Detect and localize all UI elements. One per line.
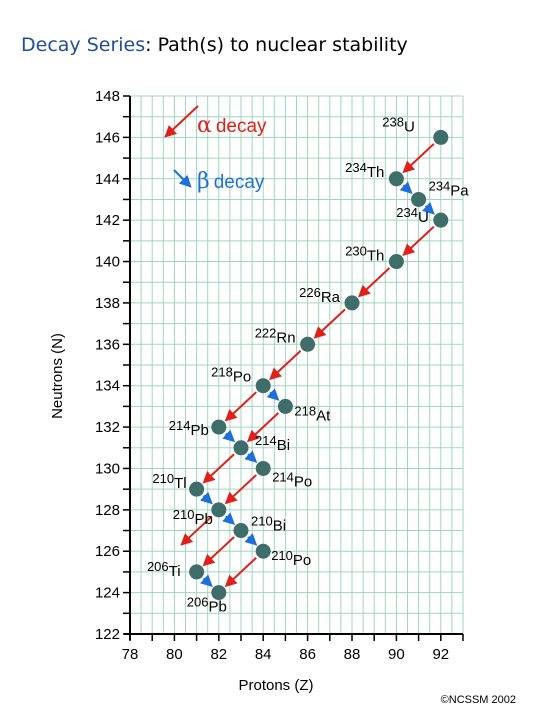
y-tick-label: 146: [95, 129, 120, 146]
beta-decay-arrow: [422, 202, 435, 215]
nuclide-label: 210Bi: [251, 514, 286, 535]
y-tick-label: 136: [95, 336, 120, 353]
nuclide-point: [211, 585, 227, 601]
y-tick-label: 128: [95, 502, 120, 519]
y-tick-label: 148: [95, 88, 120, 105]
y-tick-label: 140: [95, 254, 120, 271]
y-tick-label: 130: [95, 460, 120, 477]
beta-decay-arrow: [222, 512, 236, 526]
nuclide-label: 234Pa: [429, 178, 470, 199]
x-tick-label: 90: [388, 646, 405, 663]
y-tick-label: 134: [95, 378, 120, 395]
alpha-decay-arrow: [224, 391, 257, 422]
y-tick-label: 126: [95, 543, 120, 560]
alpha-decay-arrow: [224, 556, 257, 588]
nuclide-point: [255, 460, 271, 476]
y-tick-label: 132: [95, 419, 120, 436]
nuclide-label: 206Ti: [147, 559, 181, 580]
beta-decay-arrow: [266, 388, 280, 401]
nuclide-point: [300, 336, 316, 352]
x-tick-label: 88: [344, 646, 361, 663]
title-rest: : Path(s) to nuclear stability: [145, 34, 408, 56]
nuclide-point: [255, 378, 271, 394]
nuclide-label: 214Bi: [255, 433, 290, 454]
nuclide-label: 238U: [382, 114, 415, 135]
nuclide-point: [233, 440, 249, 456]
nuclide-point: [388, 254, 404, 270]
legend-beta-arrow: [173, 169, 192, 188]
nuclide-point: [189, 481, 205, 497]
nuclide-label: 210Po: [271, 548, 311, 569]
nuclide-point: [233, 523, 249, 539]
slide-title: Decay Series: Path(s) to nuclear stabili…: [21, 34, 408, 56]
nuclide-point: [211, 502, 227, 518]
beta-decay-arrow: [222, 429, 236, 443]
y-tick-label: 138: [95, 295, 120, 312]
nuclide-point: [433, 212, 449, 228]
nuclide-label: 234Th: [345, 160, 384, 181]
x-tick-label: 86: [299, 646, 316, 663]
alpha-decay-arrow: [357, 267, 391, 298]
x-tick-label: 82: [210, 646, 227, 663]
nuclide-label: 210Pb: [173, 507, 213, 528]
grid: [129, 95, 464, 635]
x-tick-label: 78: [122, 646, 139, 663]
nuclide-label: 222Rn: [255, 325, 296, 346]
nuclide-point: [255, 543, 271, 559]
nuclide-point: [344, 295, 360, 311]
legend: α decay β decay: [164, 105, 267, 194]
legend-alpha-label: α decay: [197, 113, 267, 138]
y-tick-label: 124: [95, 585, 120, 602]
axes: 78 80 82 84 86 88 90 92 122 124 126 128 130 132 134 136…: [95, 88, 464, 663]
y-tick-label: 142: [95, 212, 120, 229]
nuclide-label: 210Tl: [152, 471, 186, 492]
y-axis-label: Neutrons (N): [49, 333, 66, 419]
decay-arrows: [180, 143, 435, 588]
beta-decay-arrow: [244, 450, 258, 463]
legend-beta-label: β decay: [197, 169, 265, 194]
beta-decay-arrow: [200, 574, 213, 588]
nuclide-point: [433, 129, 449, 145]
nuclide-points: [189, 129, 449, 601]
copyright: ©NCSSM 2002: [440, 694, 516, 706]
alpha-decay-arrow: [313, 308, 346, 339]
alpha-decay-arrow: [224, 474, 257, 505]
nuclide-label: 226Ra: [299, 285, 341, 306]
x-tick-label: 84: [255, 646, 272, 663]
nuclide-point: [211, 419, 227, 435]
alpha-decay-arrow: [180, 515, 213, 546]
y-tick-label: 122: [95, 626, 120, 643]
alpha-decay-arrow: [202, 536, 235, 567]
alpha-decay-arrow: [246, 412, 280, 443]
nuclide-label: 206Pb: [187, 595, 227, 616]
title-accent: Decay Series: [21, 34, 146, 56]
beta-decay-arrow: [200, 491, 213, 505]
x-tick-label: 92: [432, 646, 449, 663]
nuclide-label: 218Po: [211, 365, 251, 386]
beta-decay-arrow: [399, 181, 413, 194]
nuclide-point: [277, 398, 293, 414]
x-tick-label: 80: [166, 646, 183, 663]
alpha-decay-arrow: [402, 143, 435, 174]
nuclide-label: 218At: [294, 403, 331, 424]
nuclide-label: 230Th: [345, 244, 384, 265]
alpha-decay-arrow: [402, 225, 435, 257]
alpha-decay-arrow: [202, 453, 235, 484]
nuclide-label: 214Pb: [169, 418, 209, 439]
legend-alpha-arrow: [164, 105, 199, 138]
nuclide-point: [388, 171, 404, 187]
alpha-decay-arrow: [269, 350, 302, 381]
nuclide-point: [189, 564, 205, 580]
y-tick-label: 144: [95, 171, 120, 188]
nuclide-label: 214Po: [272, 469, 312, 490]
nuclide-label: 234U: [396, 205, 429, 226]
x-axis-label: Protons (Z): [238, 677, 313, 694]
nuclide-point: [411, 191, 427, 207]
beta-decay-arrow: [244, 533, 258, 546]
